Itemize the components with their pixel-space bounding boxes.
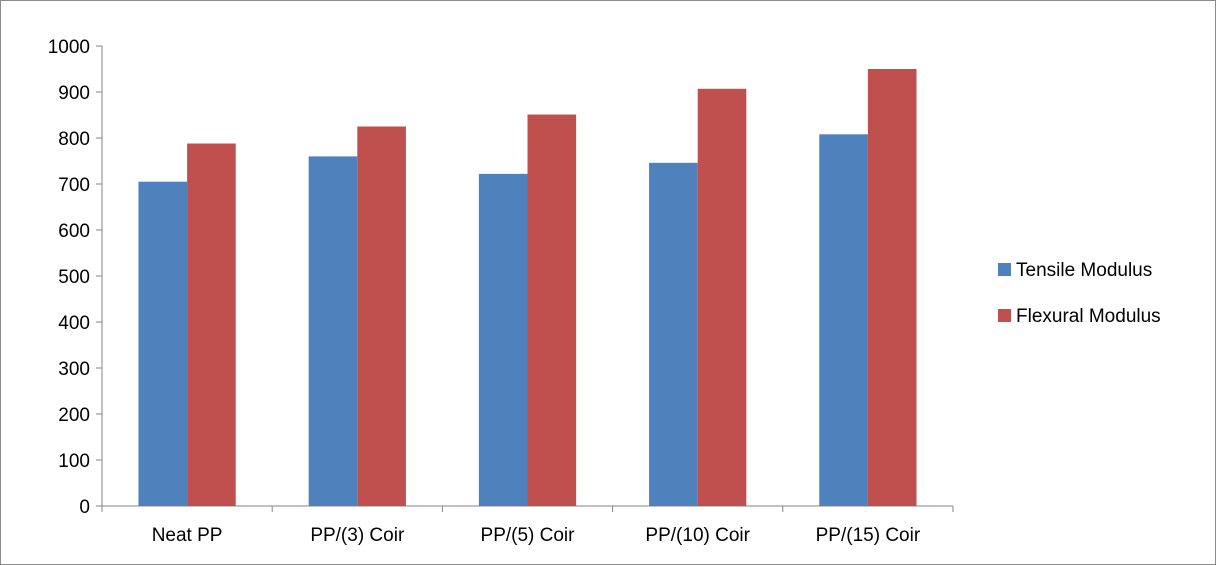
y-tick-label: 300 bbox=[58, 359, 90, 380]
bar-tensile-modulus bbox=[649, 162, 698, 506]
legend: Tensile Modulus Flexural Modulus bbox=[998, 260, 1161, 327]
y-tick-label: 200 bbox=[58, 405, 90, 426]
x-tick-label: Neat PP bbox=[152, 525, 223, 546]
x-tick-label: PP/(5) Coir bbox=[481, 525, 576, 546]
y-tick-label: 700 bbox=[58, 175, 90, 196]
bar-tensile-modulus bbox=[819, 134, 868, 506]
y-tick-label: 900 bbox=[58, 83, 90, 104]
y-tick-label: 400 bbox=[58, 313, 90, 334]
bars bbox=[138, 69, 917, 506]
bar-flexural-modulus bbox=[357, 126, 406, 506]
y-axis: 0 100 200 300 400 500 600 700 800 900 1000 bbox=[48, 37, 103, 518]
x-tick-label: PP/(3) Coir bbox=[310, 525, 405, 546]
legend-swatch bbox=[998, 309, 1011, 322]
y-tick-label: 600 bbox=[58, 221, 90, 242]
y-tick-label: 100 bbox=[58, 451, 90, 472]
x-tick-label: PP/(10) Coir bbox=[645, 525, 750, 546]
y-tick-label: 1000 bbox=[48, 37, 90, 58]
x-axis: Neat PP PP/(3) Coir PP/(5) Coir PP/(10) Coi… bbox=[101, 505, 954, 546]
legend-label: Flexural Modulus bbox=[1016, 306, 1161, 327]
legend-label: Tensile Modulus bbox=[1016, 260, 1152, 281]
bar-tensile-modulus bbox=[478, 173, 528, 506]
x-tick-label: PP/(15) Coir bbox=[816, 525, 921, 546]
y-tick-label: 800 bbox=[58, 129, 90, 150]
y-tick-label: 0 bbox=[79, 497, 90, 518]
bar-tensile-modulus bbox=[308, 156, 358, 506]
bar-tensile-modulus bbox=[138, 181, 188, 506]
bar-flexural-modulus bbox=[187, 143, 236, 506]
y-tick-label: 500 bbox=[58, 267, 90, 288]
bar-flexural-modulus bbox=[697, 88, 747, 506]
legend-swatch bbox=[998, 263, 1011, 276]
bar-flexural-modulus bbox=[527, 114, 577, 506]
bar-flexural-modulus bbox=[867, 69, 917, 506]
